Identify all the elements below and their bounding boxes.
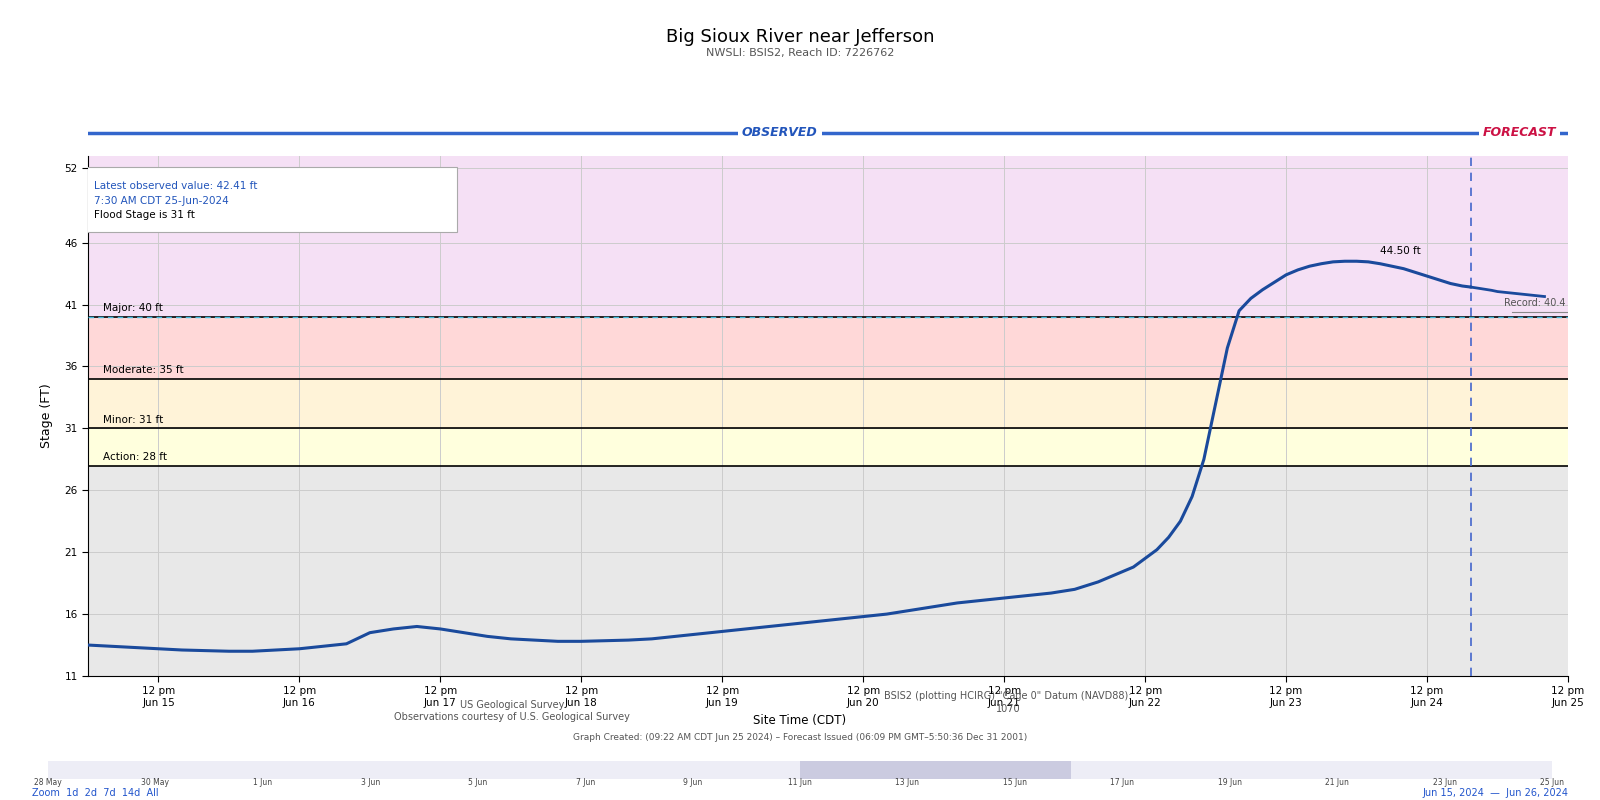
Text: 17 Jun: 17 Jun [1110,778,1134,787]
Text: 25 Jun: 25 Jun [1539,778,1565,787]
Text: Big Sioux River near Jefferson: Big Sioux River near Jefferson [666,28,934,46]
Text: 7:30 AM CDT 25-Jun-2024: 7:30 AM CDT 25-Jun-2024 [94,196,229,206]
Bar [48,762,1552,779]
Text: US Geological Survey: US Geological Survey [459,700,565,710]
Text: 15 Jun: 15 Jun [1003,778,1027,787]
Text: 30 May: 30 May [141,778,170,787]
Bar [800,762,1070,779]
Y-axis label: Stage (FT): Stage (FT) [40,384,53,448]
Text: Record: 40.4: Record: 40.4 [1504,298,1565,308]
Bar [88,317,1568,379]
Text: Latest observed value: 42.41 ft: Latest observed value: 42.41 ft [94,181,258,190]
Text: 5 Jun: 5 Jun [469,778,488,787]
Text: FORECAST: FORECAST [1483,126,1557,139]
Text: Zoom  1d  2d  7d  14d  All: Zoom 1d 2d 7d 14d All [32,788,158,798]
Text: 23 Jun: 23 Jun [1432,778,1456,787]
Text: 3 Jun: 3 Jun [360,778,379,787]
Text: NWSLI: BSIS2, Reach ID: 7226762: NWSLI: BSIS2, Reach ID: 7226762 [706,48,894,58]
FancyBboxPatch shape [77,167,458,231]
Text: Action: 28 ft: Action: 28 ft [102,452,166,462]
Text: Moderate: 35 ft: Moderate: 35 ft [102,365,184,375]
Text: Flood Stage is 31 ft: Flood Stage is 31 ft [94,210,195,221]
Bar [88,466,1568,676]
Bar [88,428,1568,466]
Text: 1 Jun: 1 Jun [253,778,272,787]
Text: Minor: 31 ft: Minor: 31 ft [102,414,163,425]
Text: Jun 15, 2024  —  Jun 26, 2024: Jun 15, 2024 — Jun 26, 2024 [1422,788,1568,798]
Text: 7 Jun: 7 Jun [576,778,595,787]
Text: 21 Jun: 21 Jun [1325,778,1349,787]
Bar [88,379,1568,428]
Text: 28 May: 28 May [34,778,62,787]
Bar [88,156,1568,317]
Text: 9 Jun: 9 Jun [683,778,702,787]
Text: 13 Jun: 13 Jun [896,778,920,787]
Text: BSIS2 (plotting HCIRG) "Cage 0" Datum (NAVD88):
1070: BSIS2 (plotting HCIRG) "Cage 0" Datum (N… [885,690,1131,714]
Text: Site Time (CDT): Site Time (CDT) [754,714,846,727]
Text: OBSERVED: OBSERVED [742,126,818,139]
Text: 19 Jun: 19 Jun [1218,778,1242,787]
Text: 11 Jun: 11 Jun [789,778,811,787]
Text: Graph Created: (09:22 AM CDT Jun 25 2024) – Forecast Issued (06:09 PM GMT–5:50:3: Graph Created: (09:22 AM CDT Jun 25 2024… [573,733,1027,742]
Text: 44.50 ft: 44.50 ft [1381,246,1421,256]
Text: Major: 40 ft: Major: 40 ft [102,303,163,314]
Text: Observations courtesy of U.S. Geological Survey: Observations courtesy of U.S. Geological… [394,712,630,722]
